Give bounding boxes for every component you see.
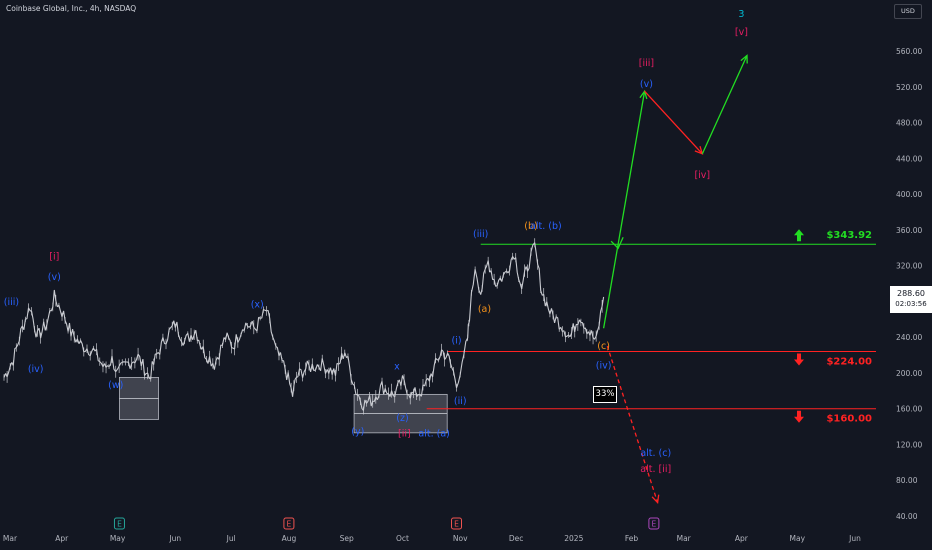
- wave-label-7: [ii]: [398, 428, 411, 439]
- wave-label-21: [iv]: [694, 170, 710, 181]
- currency-button[interactable]: USD: [894, 4, 922, 19]
- price-line: [3, 242, 605, 411]
- wave-label-2: [i]: [49, 251, 59, 262]
- time-axis[interactable]: Mar Apr May Jun Jul Aug Sep Oct Nov Dec 2025 Feb Mar…: [3, 534, 861, 543]
- projection-line-1: [644, 90, 703, 155]
- price-tick-9: 200.00: [896, 369, 922, 378]
- time-tick-4: Jul: [226, 534, 236, 543]
- time-tick-7: Oct: [396, 534, 409, 543]
- wave-label-20: (v): [640, 79, 653, 90]
- time-tick-0: Mar: [3, 534, 18, 543]
- consolidation-zones: [119, 376, 448, 434]
- level-arrow-down-1: [794, 353, 804, 366]
- projection-line-0: [602, 91, 646, 329]
- level-arrow-down-2: [794, 410, 804, 423]
- time-tick-13: Apr: [735, 534, 749, 543]
- symbol-title: Coinbase Global, Inc., 4h, NASDAQ: [6, 4, 137, 13]
- earnings-marker-0: E: [113, 517, 125, 530]
- price-tick-1: 520.00: [896, 83, 922, 92]
- price-tick-11: 120.00: [896, 440, 922, 449]
- wave-label-11: (i): [451, 335, 461, 346]
- wave-label-25: alt. [ii]: [640, 464, 671, 475]
- wave-label-24: alt. (c): [640, 448, 671, 459]
- price-tick-2: 480.00: [896, 119, 922, 128]
- price-axis[interactable]: 560.00 520.00 480.00 440.00 400.00 360.00 320.…: [896, 47, 922, 521]
- wave-label-16: alt. (b): [530, 221, 562, 232]
- price-tick-13: 40.00: [896, 512, 918, 521]
- horizontal-levels: $343.92 $224.00 $160.00: [426, 229, 876, 425]
- wave-label-9: x: [394, 361, 400, 372]
- time-tick-8: Nov: [453, 534, 468, 543]
- bar-countdown: 02:03:56: [895, 300, 927, 308]
- level-label-1: $224.00: [826, 356, 872, 367]
- earnings-letter: E: [454, 520, 459, 529]
- time-tick-6: Sep: [340, 534, 354, 543]
- wave-label-0: (iii): [4, 297, 19, 308]
- time-tick-12: Mar: [677, 534, 692, 543]
- time-tick-10: 2025: [564, 534, 583, 543]
- earnings-icon: [113, 517, 125, 530]
- level-arrow-up-0: [794, 229, 804, 242]
- projection-line-2: [701, 55, 748, 155]
- time-tick-1: Apr: [55, 534, 69, 543]
- price-tick-4: 400.00: [896, 190, 922, 199]
- price-tick-12: 80.00: [896, 476, 918, 485]
- wave-label-3: (v): [48, 272, 61, 283]
- time-tick-2: May: [110, 534, 126, 543]
- earnings-icon: [283, 517, 295, 530]
- wave-label-22: 3: [738, 9, 744, 20]
- last-price-label: 288.60 02:03:56: [890, 286, 932, 313]
- wave-label-10: (z): [396, 413, 408, 424]
- projection-arrowhead-3: [651, 494, 660, 505]
- earnings-marker-1: E: [283, 517, 295, 530]
- level-label-0: $343.92: [826, 230, 872, 241]
- wave-label-19: [iii]: [639, 58, 654, 69]
- time-tick-3: Jun: [168, 534, 181, 543]
- wave-label-23: [v]: [735, 27, 748, 38]
- price-tick-3: 440.00: [896, 154, 922, 163]
- price-tick-6: 320.00: [896, 262, 922, 271]
- earnings-icon: [451, 517, 463, 530]
- wave-label-17: (c): [597, 341, 610, 352]
- time-tick-9: Dec: [509, 534, 524, 543]
- wave-label-12: (ii): [454, 396, 467, 407]
- wave-label-8: alt. (a): [418, 428, 449, 439]
- time-tick-11: Feb: [625, 534, 639, 543]
- earnings-letter: E: [652, 520, 657, 529]
- wave-label-5: (x): [251, 300, 264, 311]
- price-tick-0: 560.00: [896, 47, 922, 56]
- price-tick-10: 160.00: [896, 405, 922, 414]
- breakout-arrowhead: [610, 236, 624, 250]
- wave-label-4: (w): [108, 380, 123, 391]
- wave-label-18: (iv): [596, 360, 612, 371]
- time-tick-5: Aug: [282, 534, 297, 543]
- price-series: [3, 238, 605, 415]
- wave-label-14: (a): [478, 304, 491, 315]
- projection-arrowhead-2: [740, 54, 748, 64]
- time-tick-14: May: [790, 534, 806, 543]
- projection-line-3: [606, 345, 659, 503]
- percent-annotation: 33%: [593, 386, 617, 403]
- wave-label-1: (iv): [28, 364, 44, 375]
- wave-label-15: (b): [524, 221, 537, 232]
- earnings-marker-2: E: [451, 517, 463, 530]
- projection-paths: [602, 54, 748, 505]
- earnings-letter: E: [117, 520, 122, 529]
- earnings-marker-3: E: [648, 517, 660, 530]
- earnings-letter: E: [287, 520, 292, 529]
- wave-label-6: (y): [351, 427, 364, 438]
- last-price-value: 288.60: [897, 289, 925, 298]
- projection-arrowhead-1: [694, 145, 704, 155]
- time-tick-15: Jun: [848, 534, 861, 543]
- price-tick-5: 360.00: [896, 226, 922, 235]
- price-tick-8: 240.00: [896, 333, 922, 342]
- wave-label-13: (iii): [473, 229, 488, 240]
- earnings-icon: [648, 517, 660, 530]
- level-label-2: $160.00: [826, 414, 872, 425]
- wave-labels: (iii) (iv) [i] (v) (w) (x) (y) [ii] alt. (a) x (z)…: [4, 9, 748, 475]
